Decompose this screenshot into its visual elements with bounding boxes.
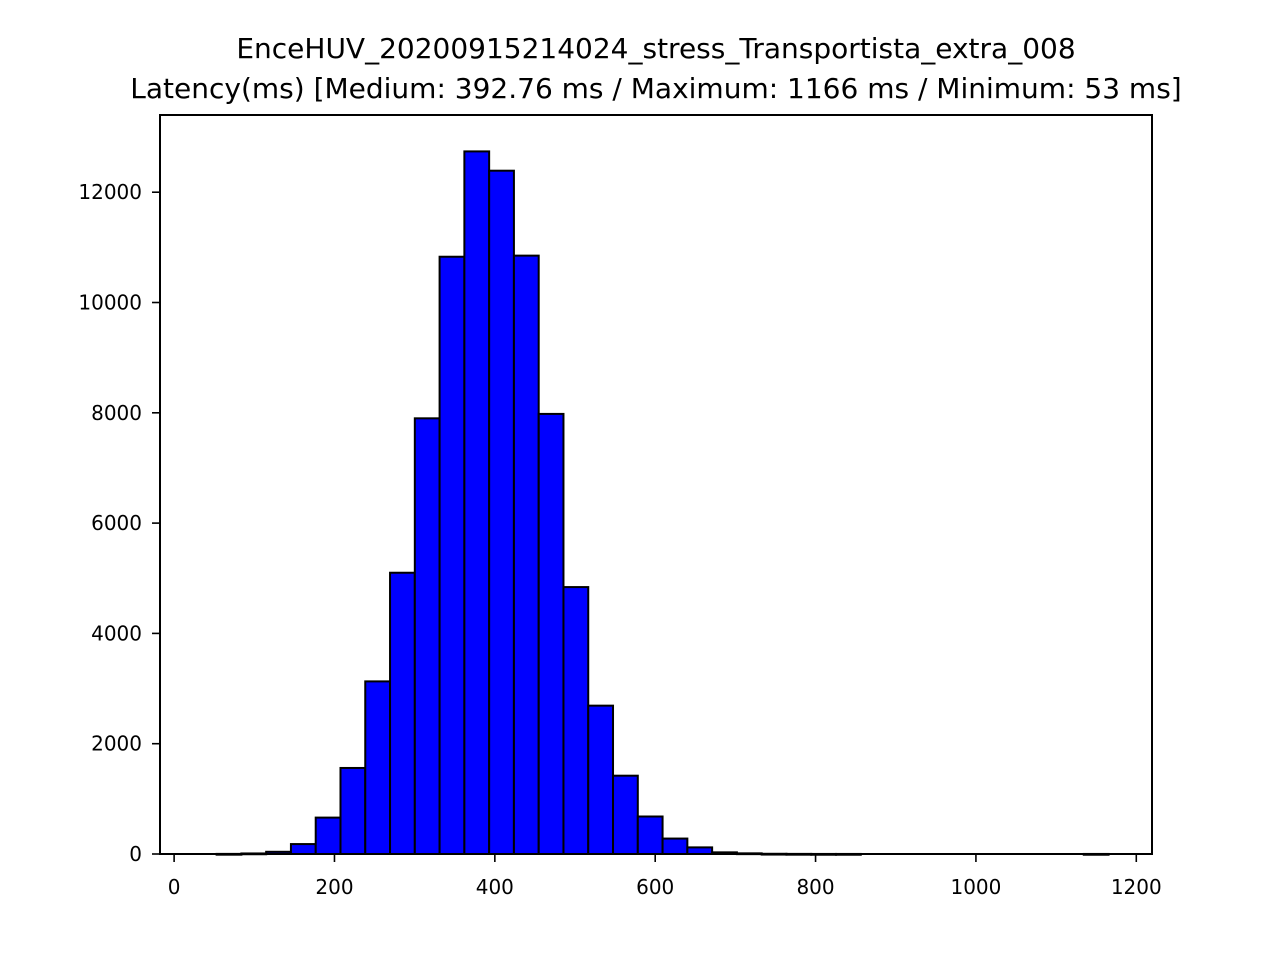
plot-area-frame	[159, 114, 1153, 855]
y-tick-label: 2000	[91, 732, 142, 756]
x-axis-ticks: 0 200 400 600 800 1000 1200	[168, 854, 1162, 899]
y-axis-ticks: 0 2000 4000 6000 8000 10000 12000	[78, 180, 160, 866]
chart-subtitle: Latency(ms) [Medium: 392.76 ms / Maximum…	[130, 72, 1181, 105]
y-tick-label: 0	[129, 842, 142, 866]
histogram-bar	[636, 815, 664, 856]
histogram-bar	[314, 816, 342, 856]
y-tick-label: 8000	[91, 401, 142, 425]
histogram-bar	[562, 586, 590, 856]
histogram-bar	[289, 843, 317, 855]
histogram-bar	[339, 766, 367, 855]
x-tick-label: 600	[636, 875, 674, 899]
histogram-bar	[587, 704, 615, 855]
histogram-bar	[661, 837, 689, 856]
y-tick-label: 12000	[78, 180, 142, 204]
y-tick-label: 10000	[78, 291, 142, 315]
histogram-bar	[413, 417, 441, 855]
x-tick-label: 800	[796, 875, 834, 899]
histogram-bar	[488, 169, 515, 855]
histogram-bar	[463, 150, 491, 856]
histogram-bar	[512, 254, 540, 855]
x-tick-label: 200	[315, 875, 353, 899]
x-tick-label: 0	[168, 875, 181, 899]
histogram-bars	[215, 150, 1110, 856]
histogram-bar	[364, 680, 392, 855]
y-tick-label: 4000	[91, 621, 142, 645]
histogram-bar	[537, 412, 565, 855]
chart-title: EnceHUV_20200915214024_stress_Transporti…	[236, 32, 1075, 65]
histogram-bar	[438, 255, 466, 855]
histogram-bar	[612, 774, 639, 855]
y-tick-label: 6000	[91, 511, 142, 535]
x-tick-label: 1000	[950, 875, 1001, 899]
histogram-bar	[389, 571, 416, 856]
x-tick-label: 1200	[1111, 875, 1162, 899]
x-tick-label: 400	[476, 875, 514, 899]
